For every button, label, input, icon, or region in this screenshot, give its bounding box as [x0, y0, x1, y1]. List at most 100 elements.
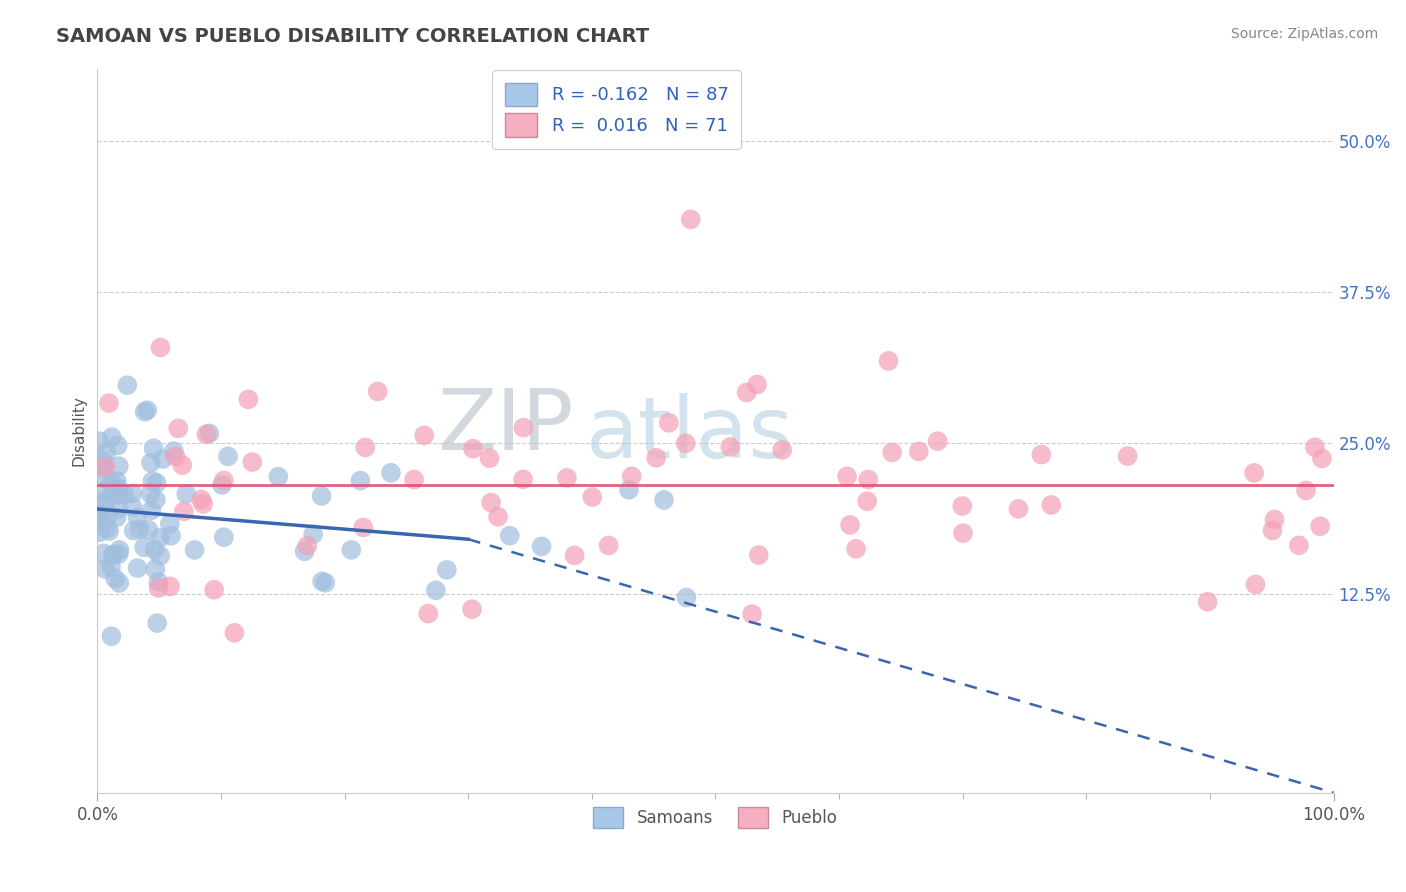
Point [148, 581, 170, 595]
Point [530, 540, 553, 554]
Point [143, 542, 166, 557]
Point [479, 495, 502, 509]
Point [679, 212, 702, 227]
Point [1309, 519, 1331, 533]
Point [97, 509, 120, 524]
Point [148, 574, 170, 589]
Point [413, 428, 436, 442]
Point [598, 538, 620, 552]
Point [952, 526, 974, 541]
Point [224, 625, 246, 640]
Point [478, 451, 501, 466]
Point [145, 492, 167, 507]
Point [94, 472, 117, 486]
Point [93, 493, 115, 508]
Point [141, 503, 163, 517]
Point [1310, 451, 1333, 466]
Point [86, 513, 108, 527]
Point [741, 607, 763, 621]
Point [418, 607, 440, 621]
Point [461, 602, 484, 616]
Point [314, 575, 336, 590]
Point [1197, 595, 1219, 609]
Point [1288, 538, 1310, 552]
Point [173, 504, 195, 518]
Point [100, 629, 122, 643]
Point [127, 561, 149, 575]
Point [127, 510, 149, 524]
Point [142, 442, 165, 456]
Point [190, 492, 212, 507]
Point [134, 405, 156, 419]
Point [121, 500, 143, 514]
Point [149, 531, 172, 545]
Point [108, 547, 131, 561]
Point [105, 510, 128, 524]
Point [172, 458, 194, 472]
Point [93, 459, 115, 474]
Point [202, 582, 225, 597]
Point [581, 490, 603, 504]
Point [367, 384, 389, 399]
Point [90, 508, 112, 522]
Point [121, 486, 143, 500]
Point [108, 542, 131, 557]
Point [950, 499, 973, 513]
Point [349, 474, 371, 488]
Point [105, 474, 128, 488]
Point [297, 539, 319, 553]
Point [555, 471, 578, 485]
Point [486, 509, 509, 524]
Point [134, 541, 156, 555]
Point [217, 450, 239, 464]
Point [512, 420, 534, 434]
Point [136, 403, 159, 417]
Point [294, 544, 316, 558]
Point [858, 473, 880, 487]
Point [499, 529, 522, 543]
Point [240, 455, 263, 469]
Point [117, 378, 139, 392]
Point [107, 438, 129, 452]
Point [311, 489, 333, 503]
Point [770, 442, 793, 457]
Point [238, 392, 260, 407]
Point [1031, 448, 1053, 462]
Point [143, 562, 166, 576]
Point [128, 522, 150, 536]
Point [380, 466, 402, 480]
Point [112, 487, 135, 501]
Point [139, 456, 162, 470]
Point [89, 525, 111, 540]
Point [160, 529, 183, 543]
Point [159, 579, 181, 593]
Point [1295, 483, 1317, 498]
Point [645, 450, 668, 465]
Point [183, 542, 205, 557]
Point [98, 524, 121, 538]
Point [340, 542, 363, 557]
Point [139, 486, 162, 500]
Point [101, 548, 124, 562]
Point [94, 459, 117, 474]
Point [856, 494, 879, 508]
Point [404, 473, 426, 487]
Text: Source: ZipAtlas.com: Source: ZipAtlas.com [1230, 27, 1378, 41]
Point [1116, 449, 1139, 463]
Point [108, 501, 131, 516]
Point [100, 559, 122, 574]
Point [425, 583, 447, 598]
Point [136, 523, 159, 537]
Point [94, 562, 117, 576]
Point [652, 493, 675, 508]
Legend: Samoans, Pueblo: Samoans, Pueblo [586, 800, 844, 835]
Point [141, 474, 163, 488]
Point [845, 541, 868, 556]
Point [564, 549, 586, 563]
Point [748, 548, 770, 562]
Point [91, 453, 114, 467]
Point [1007, 501, 1029, 516]
Point [302, 527, 325, 541]
Point [198, 426, 221, 441]
Point [163, 444, 186, 458]
